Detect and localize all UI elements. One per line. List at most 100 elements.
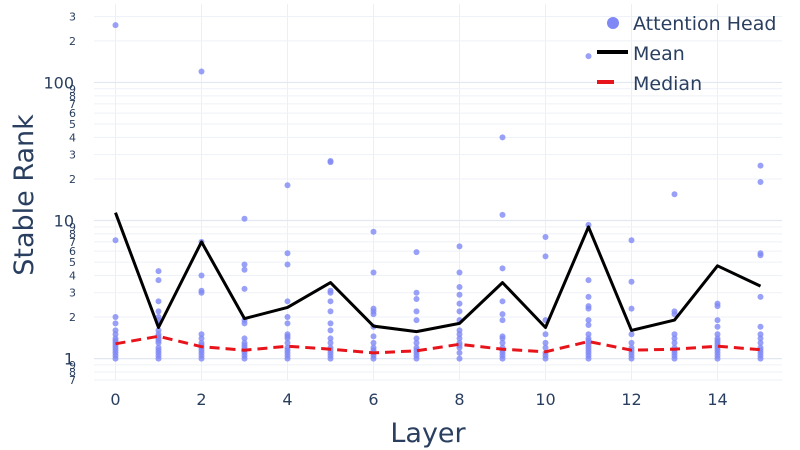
- y-minor-tick-label: 3: [69, 287, 76, 300]
- y-minor-tick-label: 7: [69, 374, 76, 387]
- legend-marker-attention-head: [607, 17, 619, 29]
- attention-head-point: [757, 335, 764, 342]
- attention-head-point: [671, 311, 678, 318]
- attention-head-point: [499, 355, 506, 362]
- attention-head-point: [714, 323, 721, 330]
- attention-head-point: [456, 344, 463, 351]
- attention-head-point: [757, 323, 764, 330]
- attention-head-point: [370, 269, 377, 276]
- attention-head-point: [757, 162, 764, 169]
- attention-head-point: [456, 300, 463, 307]
- attention-head-point: [198, 335, 205, 342]
- legend[interactable]: Attention Head Mean Median: [597, 13, 776, 95]
- y-minor-tick-label: 8: [69, 366, 76, 379]
- attention-head-point: [370, 355, 377, 362]
- y-minor-tick-label: 8: [69, 90, 76, 103]
- attention-head-point: [284, 298, 291, 305]
- attention-head-point: [413, 355, 420, 362]
- attention-head-point: [198, 355, 205, 362]
- y-major-tick-label: 1: [64, 350, 74, 369]
- legend-label-median: Median: [633, 73, 702, 95]
- attention-head-point: [542, 331, 549, 338]
- attention-head-point: [714, 317, 721, 324]
- attention-head-point: [585, 221, 592, 228]
- attention-head-point: [327, 327, 334, 334]
- attention-head-point: [499, 335, 506, 342]
- attention-head-point: [327, 159, 334, 166]
- attention-head-point: [499, 298, 506, 305]
- attention-head-point: [241, 215, 248, 222]
- x-tick-label: 10: [535, 390, 555, 409]
- attention-head-point: [585, 355, 592, 362]
- attention-head-point: [198, 331, 205, 338]
- attention-head-point: [370, 228, 377, 235]
- attention-head-point: [499, 265, 506, 272]
- y-major-tick-label: 100: [43, 73, 74, 92]
- y-minor-tick-label: 6: [69, 107, 76, 120]
- attention-head-point: [671, 335, 678, 342]
- legend-item-median[interactable]: Median: [597, 73, 702, 95]
- attention-head-point: [585, 317, 592, 324]
- attention-head-point: [327, 320, 334, 327]
- y-minor-tick-label: 9: [69, 221, 76, 234]
- attention-head-markers: [112, 22, 764, 362]
- attention-head-point: [370, 339, 377, 346]
- attention-head-point: [542, 339, 549, 346]
- attention-head-point: [198, 68, 205, 75]
- attention-head-point: [327, 355, 334, 362]
- attention-head-point: [628, 331, 635, 338]
- attention-head-point: [757, 252, 764, 259]
- attention-head-point: [456, 335, 463, 342]
- attention-head-point: [155, 277, 162, 284]
- attention-head-point: [198, 272, 205, 279]
- median-line: [115, 334, 761, 355]
- attention-head-point: [628, 355, 635, 362]
- attention-head-point: [241, 261, 248, 268]
- attention-head-point: [456, 349, 463, 356]
- attention-head-point: [155, 355, 162, 362]
- attention-head-point: [585, 322, 592, 329]
- attention-head-point: [413, 289, 420, 296]
- attention-head-point: [757, 339, 764, 346]
- attention-head-point: [413, 335, 420, 342]
- x-tick-label: 14: [707, 390, 727, 409]
- attention-head-point: [456, 331, 463, 338]
- y-minor-tick-label: 4: [69, 131, 76, 144]
- attention-head-point: [757, 179, 764, 186]
- attention-head-point: [714, 331, 721, 338]
- attention-head-point: [284, 355, 291, 362]
- attention-head-point: [757, 293, 764, 300]
- y-minor-tick-label: 2: [69, 173, 76, 186]
- attention-head-point: [241, 355, 248, 362]
- attention-head-point: [241, 320, 248, 327]
- attention-head-point: [499, 211, 506, 218]
- attention-head-point: [499, 339, 506, 346]
- attention-head-point: [456, 269, 463, 276]
- y-minor-tick-label: 5: [69, 118, 76, 131]
- attention-head-point: [112, 237, 119, 244]
- attention-head-point: [241, 335, 248, 342]
- grid-lines: [94, 4, 782, 381]
- attention-head-point: [585, 331, 592, 338]
- attention-head-point: [628, 339, 635, 346]
- attention-head-point: [499, 317, 506, 324]
- legend-item-mean[interactable]: Mean: [597, 43, 685, 65]
- y-minor-tick-label: 2: [69, 311, 76, 324]
- attention-head-point: [671, 331, 678, 338]
- y-minor-tick-label: 9: [69, 83, 76, 96]
- y-minor-tick-label: 5: [69, 256, 76, 269]
- attention-head-point: [327, 339, 334, 346]
- attention-head-point: [198, 289, 205, 296]
- attention-head-point: [757, 331, 764, 338]
- legend-item-attention-head[interactable]: Attention Head: [607, 13, 776, 35]
- y-minor-tick-label: 6: [69, 245, 76, 258]
- y-axis-title: Stable Rank: [9, 114, 40, 276]
- x-tick-label: 2: [196, 390, 206, 409]
- attention-head-point: [456, 355, 463, 362]
- attention-head-point: [241, 285, 248, 292]
- attention-head-point: [585, 293, 592, 300]
- x-tick-label: 0: [110, 390, 120, 409]
